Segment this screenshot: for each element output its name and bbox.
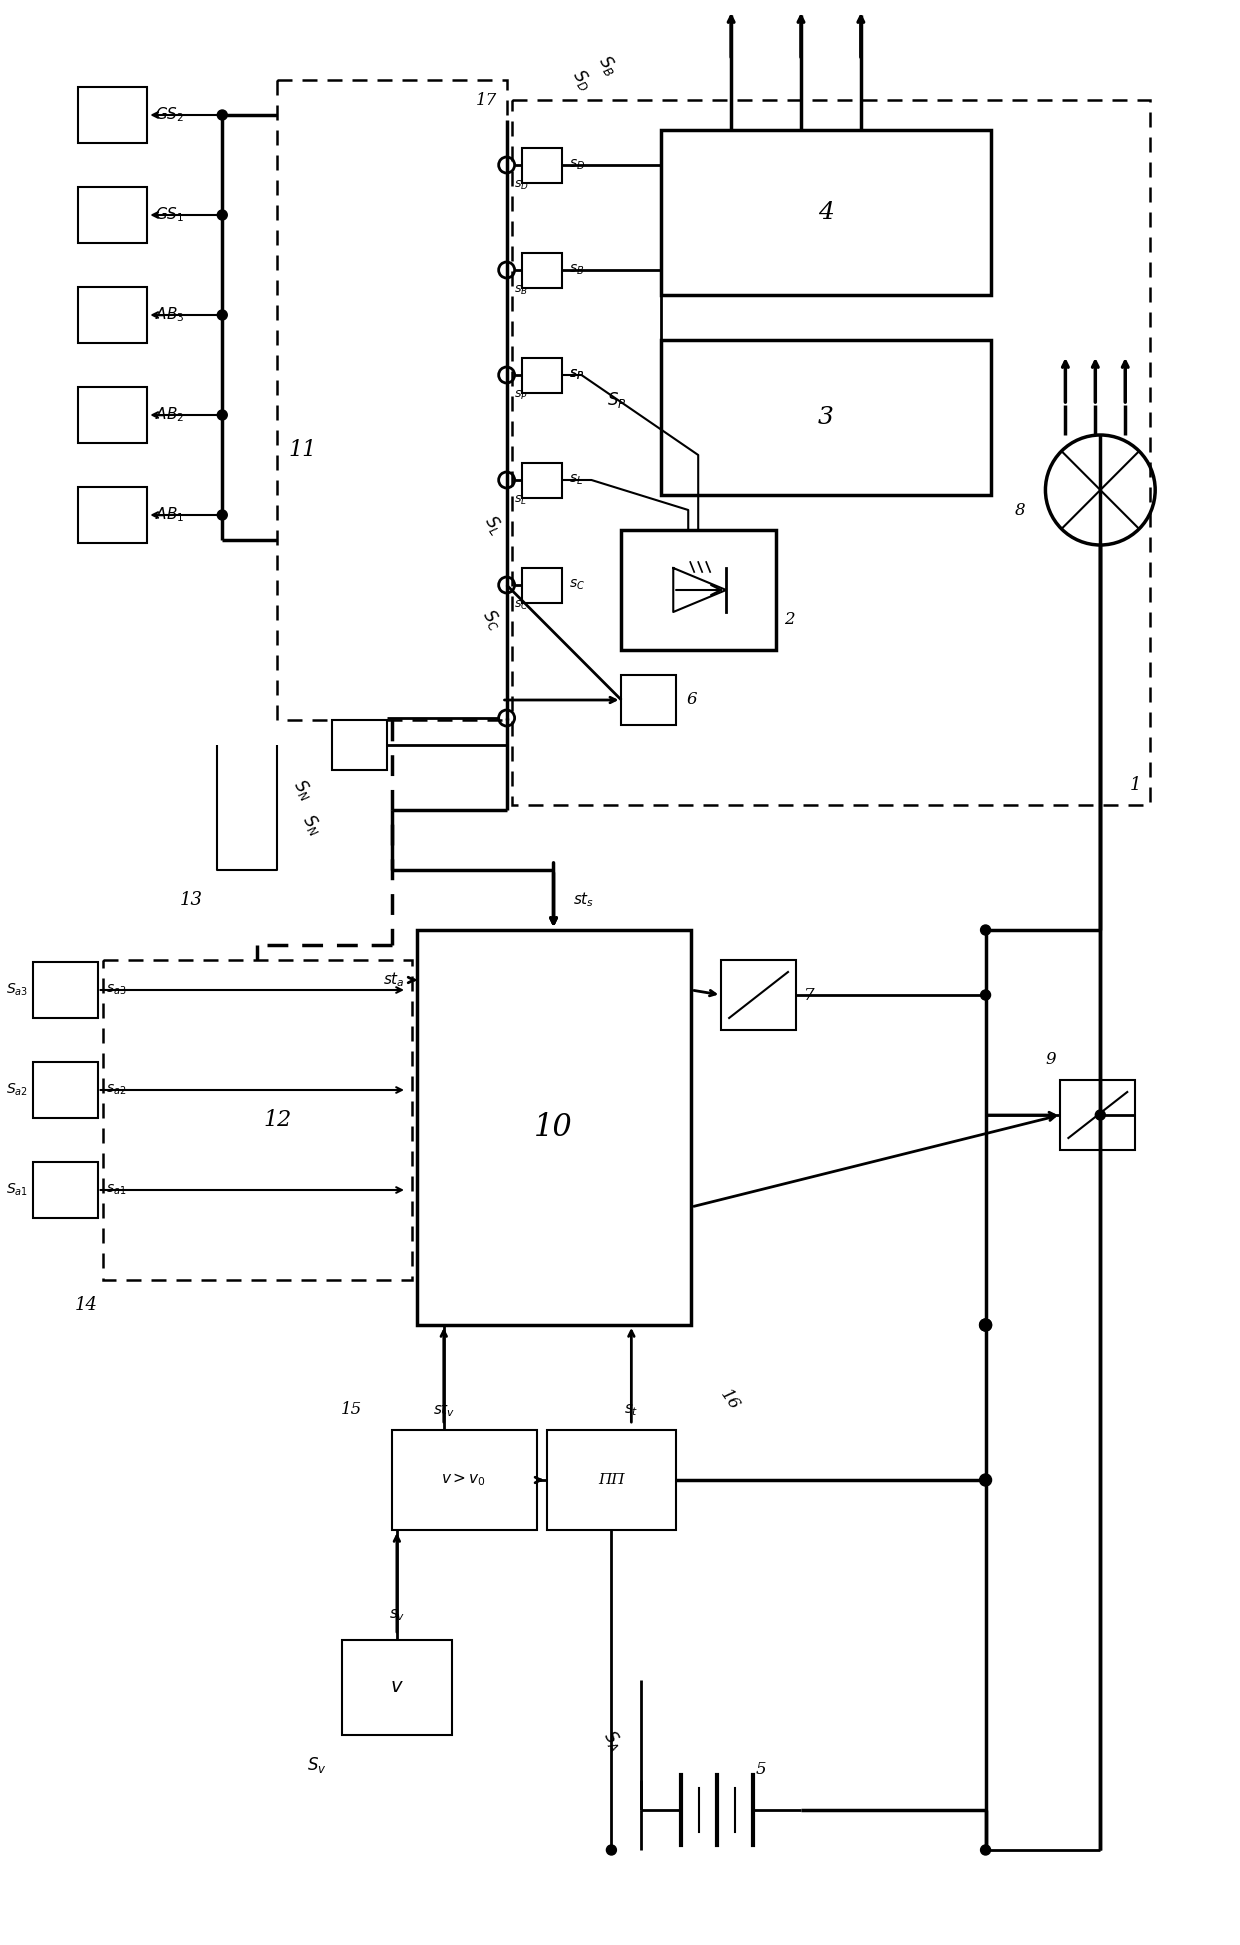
Bar <box>621 675 676 725</box>
Bar <box>392 1430 537 1531</box>
Bar <box>512 99 1151 805</box>
Text: 13: 13 <box>180 891 202 908</box>
Text: $st_a$: $st_a$ <box>383 971 405 990</box>
Bar <box>522 148 562 183</box>
Text: $S_A$: $S_A$ <box>599 1727 626 1754</box>
Circle shape <box>217 111 227 121</box>
Text: $S_{a1}$: $S_{a1}$ <box>6 1183 27 1198</box>
Bar <box>661 130 991 296</box>
Circle shape <box>981 926 991 936</box>
Text: 8: 8 <box>1016 502 1025 519</box>
Text: $S_{a3}$: $S_{a3}$ <box>5 982 27 998</box>
Text: $v>v_0$: $v>v_0$ <box>441 1472 486 1488</box>
Circle shape <box>606 1846 616 1856</box>
Text: $s_L$: $s_L$ <box>569 473 584 486</box>
Text: $S_N$: $S_N$ <box>289 776 317 805</box>
Text: $s_t$: $s_t$ <box>624 1402 639 1418</box>
Bar <box>78 387 148 443</box>
Text: 15: 15 <box>341 1402 362 1418</box>
Text: $s_B$: $s_B$ <box>569 263 585 278</box>
Text: 9: 9 <box>1045 1052 1055 1068</box>
Circle shape <box>980 1319 992 1330</box>
Text: $GS_2$: $GS_2$ <box>155 105 185 124</box>
Bar <box>417 930 691 1325</box>
Text: $s_B$: $s_B$ <box>513 284 527 296</box>
Bar <box>522 568 562 603</box>
Text: 1: 1 <box>1130 776 1141 794</box>
Bar <box>332 720 387 770</box>
Text: $s_D$: $s_D$ <box>569 158 585 173</box>
Text: 14: 14 <box>74 1295 98 1315</box>
Bar <box>547 1430 676 1531</box>
Bar <box>1060 1079 1136 1149</box>
Bar <box>78 187 148 243</box>
Circle shape <box>217 510 227 519</box>
Bar <box>522 253 562 288</box>
Text: $S_L$: $S_L$ <box>480 512 507 539</box>
Bar <box>78 486 148 543</box>
Text: $AB_1$: $AB_1$ <box>155 506 185 525</box>
Circle shape <box>1095 1111 1105 1120</box>
Text: ПП: ПП <box>598 1472 625 1488</box>
Circle shape <box>981 990 991 1000</box>
Circle shape <box>217 210 227 220</box>
Text: $s_L$: $s_L$ <box>513 494 527 506</box>
Circle shape <box>981 1846 991 1856</box>
Text: 4: 4 <box>818 200 833 224</box>
Text: $s_P$: $s_P$ <box>513 389 527 401</box>
Bar <box>78 88 148 144</box>
Text: $S_v$: $S_v$ <box>308 1754 327 1776</box>
Text: $s_{a1}$: $s_{a1}$ <box>105 1183 126 1198</box>
Text: $AB_3$: $AB_3$ <box>155 305 185 325</box>
Bar <box>522 463 562 498</box>
Text: $AB_2$: $AB_2$ <box>155 407 185 424</box>
Text: $s_D$: $s_D$ <box>513 179 528 191</box>
Text: 7: 7 <box>804 986 815 1004</box>
Text: 17: 17 <box>475 91 497 109</box>
Bar <box>78 288 148 342</box>
Bar <box>661 340 991 494</box>
Text: 10: 10 <box>534 1111 573 1142</box>
Text: $S_N$: $S_N$ <box>298 811 326 840</box>
Text: $S_{a2}$: $S_{a2}$ <box>6 1081 27 1099</box>
Text: $s_v$: $s_v$ <box>388 1607 405 1622</box>
Bar <box>103 961 412 1280</box>
Text: 5: 5 <box>755 1762 766 1778</box>
Text: 12: 12 <box>263 1109 291 1130</box>
Circle shape <box>980 1319 992 1330</box>
Circle shape <box>217 309 227 321</box>
Text: $S_D$: $S_D$ <box>568 66 596 93</box>
Bar <box>32 1161 98 1218</box>
Bar <box>278 80 507 720</box>
Text: $s_{a2}$: $s_{a2}$ <box>105 1083 126 1097</box>
Bar <box>32 963 98 1017</box>
Text: 11: 11 <box>288 440 316 461</box>
Text: 16: 16 <box>717 1387 743 1414</box>
Text: $s_C$: $s_C$ <box>569 578 585 591</box>
Text: 6: 6 <box>686 692 697 708</box>
Text: 3: 3 <box>818 405 833 428</box>
Text: $st_v$: $st_v$ <box>433 1400 455 1420</box>
Bar <box>722 961 796 1031</box>
Bar <box>32 1062 98 1118</box>
Text: $S_P$: $S_P$ <box>606 391 626 410</box>
Bar <box>342 1640 451 1735</box>
Text: $s_{a3}$: $s_{a3}$ <box>105 982 126 998</box>
Text: $s_P$: $s_P$ <box>569 368 584 383</box>
Text: $s_P$: $s_P$ <box>569 368 584 383</box>
Circle shape <box>980 1474 992 1486</box>
Text: $v$: $v$ <box>391 1679 404 1696</box>
Text: 2: 2 <box>784 611 795 628</box>
Text: $GS_1$: $GS_1$ <box>155 206 185 224</box>
Text: $s_C$: $s_C$ <box>513 599 528 611</box>
Text: $S_C$: $S_C$ <box>479 605 507 634</box>
Bar <box>621 529 776 650</box>
Bar <box>522 358 562 393</box>
Text: $st_s$: $st_s$ <box>573 891 594 910</box>
Circle shape <box>217 410 227 420</box>
Text: $S_B$: $S_B$ <box>594 51 622 80</box>
